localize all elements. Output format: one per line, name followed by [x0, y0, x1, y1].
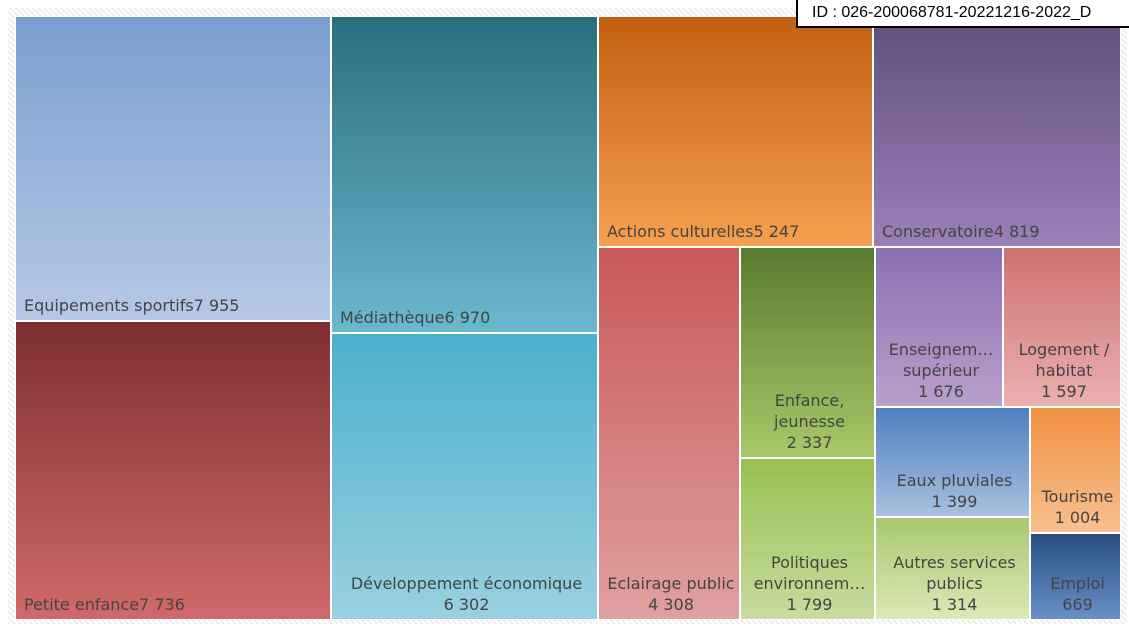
- category-label: Enseignem… supérieur: [888, 340, 994, 380]
- category-label: Politiques environnem…: [753, 553, 866, 593]
- tile-label: Petite enfance7 736: [24, 594, 326, 615]
- value-label: 7 736: [139, 595, 185, 614]
- tile-label: Actions culturelles5 247: [607, 221, 868, 242]
- tile: Emploi 669: [1030, 533, 1121, 620]
- category-label: Enfance, jeunesse: [774, 391, 845, 431]
- value-label: 1 676: [918, 382, 964, 401]
- label-box: Conservatoire4 819: [882, 221, 1040, 242]
- tile-label: Eaux pluviales 1 399: [884, 470, 1025, 512]
- tile: Tourisme 1 004: [1030, 407, 1121, 533]
- value-label: 1 597: [1041, 382, 1087, 401]
- value-label: 1 314: [931, 595, 978, 614]
- category-label: Emploi: [1050, 574, 1105, 593]
- label-box: Actions culturelles5 247: [607, 221, 799, 242]
- category-label: Eclairage public: [607, 574, 735, 593]
- tile-label: Conservatoire4 819: [882, 221, 1116, 242]
- label-box: Petite enfance7 736: [24, 594, 185, 615]
- tile: Eclairage public 4 308: [598, 247, 740, 620]
- label-box: Autres services publics 1 314: [884, 552, 1025, 615]
- category-label: Equipements sportifs: [24, 296, 194, 315]
- value-label: 1 799: [786, 595, 833, 614]
- tile: Conservatoire4 819: [873, 16, 1121, 247]
- tile-label: Politiques environnem… 1 799: [749, 552, 870, 615]
- category-label: Eaux pluviales: [896, 471, 1013, 490]
- tile: Equipements sportifs7 955: [15, 16, 331, 321]
- tile: Enseignem… supérieur 1 676: [875, 247, 1003, 407]
- label-box: Equipements sportifs7 955: [24, 295, 239, 316]
- label-box: Eaux pluviales 1 399: [884, 470, 1025, 512]
- category-label: Médiathèque: [340, 308, 445, 327]
- category-label: Tourisme: [1041, 487, 1114, 506]
- tile-label: Développement économique 6 302: [340, 573, 593, 615]
- label-box: Eclairage public 4 308: [607, 573, 735, 615]
- value-label: 5 247: [753, 222, 800, 241]
- tile-label: Equipements sportifs7 955: [24, 295, 326, 316]
- category-label: Conservatoire: [882, 222, 994, 241]
- label-box: Médiathèque6 970: [340, 307, 490, 328]
- tile-label: Eclairage public 4 308: [607, 573, 735, 615]
- tile: Politiques environnem… 1 799: [740, 458, 875, 620]
- value-label: 6 970: [444, 308, 491, 327]
- tile-label: Médiathèque6 970: [340, 307, 593, 328]
- tile-label: Logement / habitat 1 597: [1012, 339, 1116, 402]
- tile: Actions culturelles5 247: [598, 16, 873, 247]
- category-label: Autres services publics: [893, 553, 1016, 593]
- tile: Développement économique 6 302: [331, 333, 598, 620]
- value-label: 7 955: [193, 296, 240, 315]
- label-box: Emploi 669: [1039, 573, 1116, 615]
- tile-label: Tourisme 1 004: [1039, 486, 1116, 528]
- value-label: 2 337: [786, 433, 833, 452]
- label-box: Enfance, jeunesse 2 337: [749, 390, 870, 453]
- label-box: Enseignem… supérieur 1 676: [884, 339, 998, 402]
- tile: Eaux pluviales 1 399: [875, 407, 1030, 517]
- label-box: Tourisme 1 004: [1039, 486, 1116, 528]
- tile-label: Autres services publics 1 314: [884, 552, 1025, 615]
- label-box: Développement économique 6 302: [340, 573, 593, 615]
- tile: Autres services publics 1 314: [875, 517, 1030, 620]
- value-label: 1 399: [931, 492, 978, 511]
- category-label: Logement / habitat: [1018, 340, 1110, 380]
- tile-label: Emploi 669: [1039, 573, 1116, 615]
- tile-label: Enfance, jeunesse 2 337: [749, 390, 870, 453]
- value-label: 4 819: [993, 222, 1040, 241]
- value-label: 4 308: [648, 595, 694, 614]
- value-label: 669: [1062, 595, 1093, 614]
- category-label: Actions culturelles: [607, 222, 754, 241]
- tile: Logement / habitat 1 597: [1003, 247, 1121, 407]
- label-box: Logement / habitat 1 597: [1012, 339, 1116, 402]
- category-label: Développement économique: [350, 574, 583, 593]
- tile: Petite enfance7 736: [15, 321, 331, 620]
- value-label: 1 004: [1054, 508, 1101, 527]
- treemap: Equipements sportifs7 955 Petite enfance7…: [8, 8, 1127, 624]
- value-label: 6 302: [443, 595, 490, 614]
- annotation: ID : 026-200068781-20221216-2022_D: [796, 0, 1129, 28]
- tile-label: Enseignem… supérieur 1 676: [884, 339, 998, 402]
- category-label: Petite enfance: [24, 595, 140, 614]
- tile: Médiathèque6 970: [331, 16, 598, 333]
- label-box: Politiques environnem… 1 799: [749, 552, 870, 615]
- tile: Enfance, jeunesse 2 337: [740, 247, 875, 458]
